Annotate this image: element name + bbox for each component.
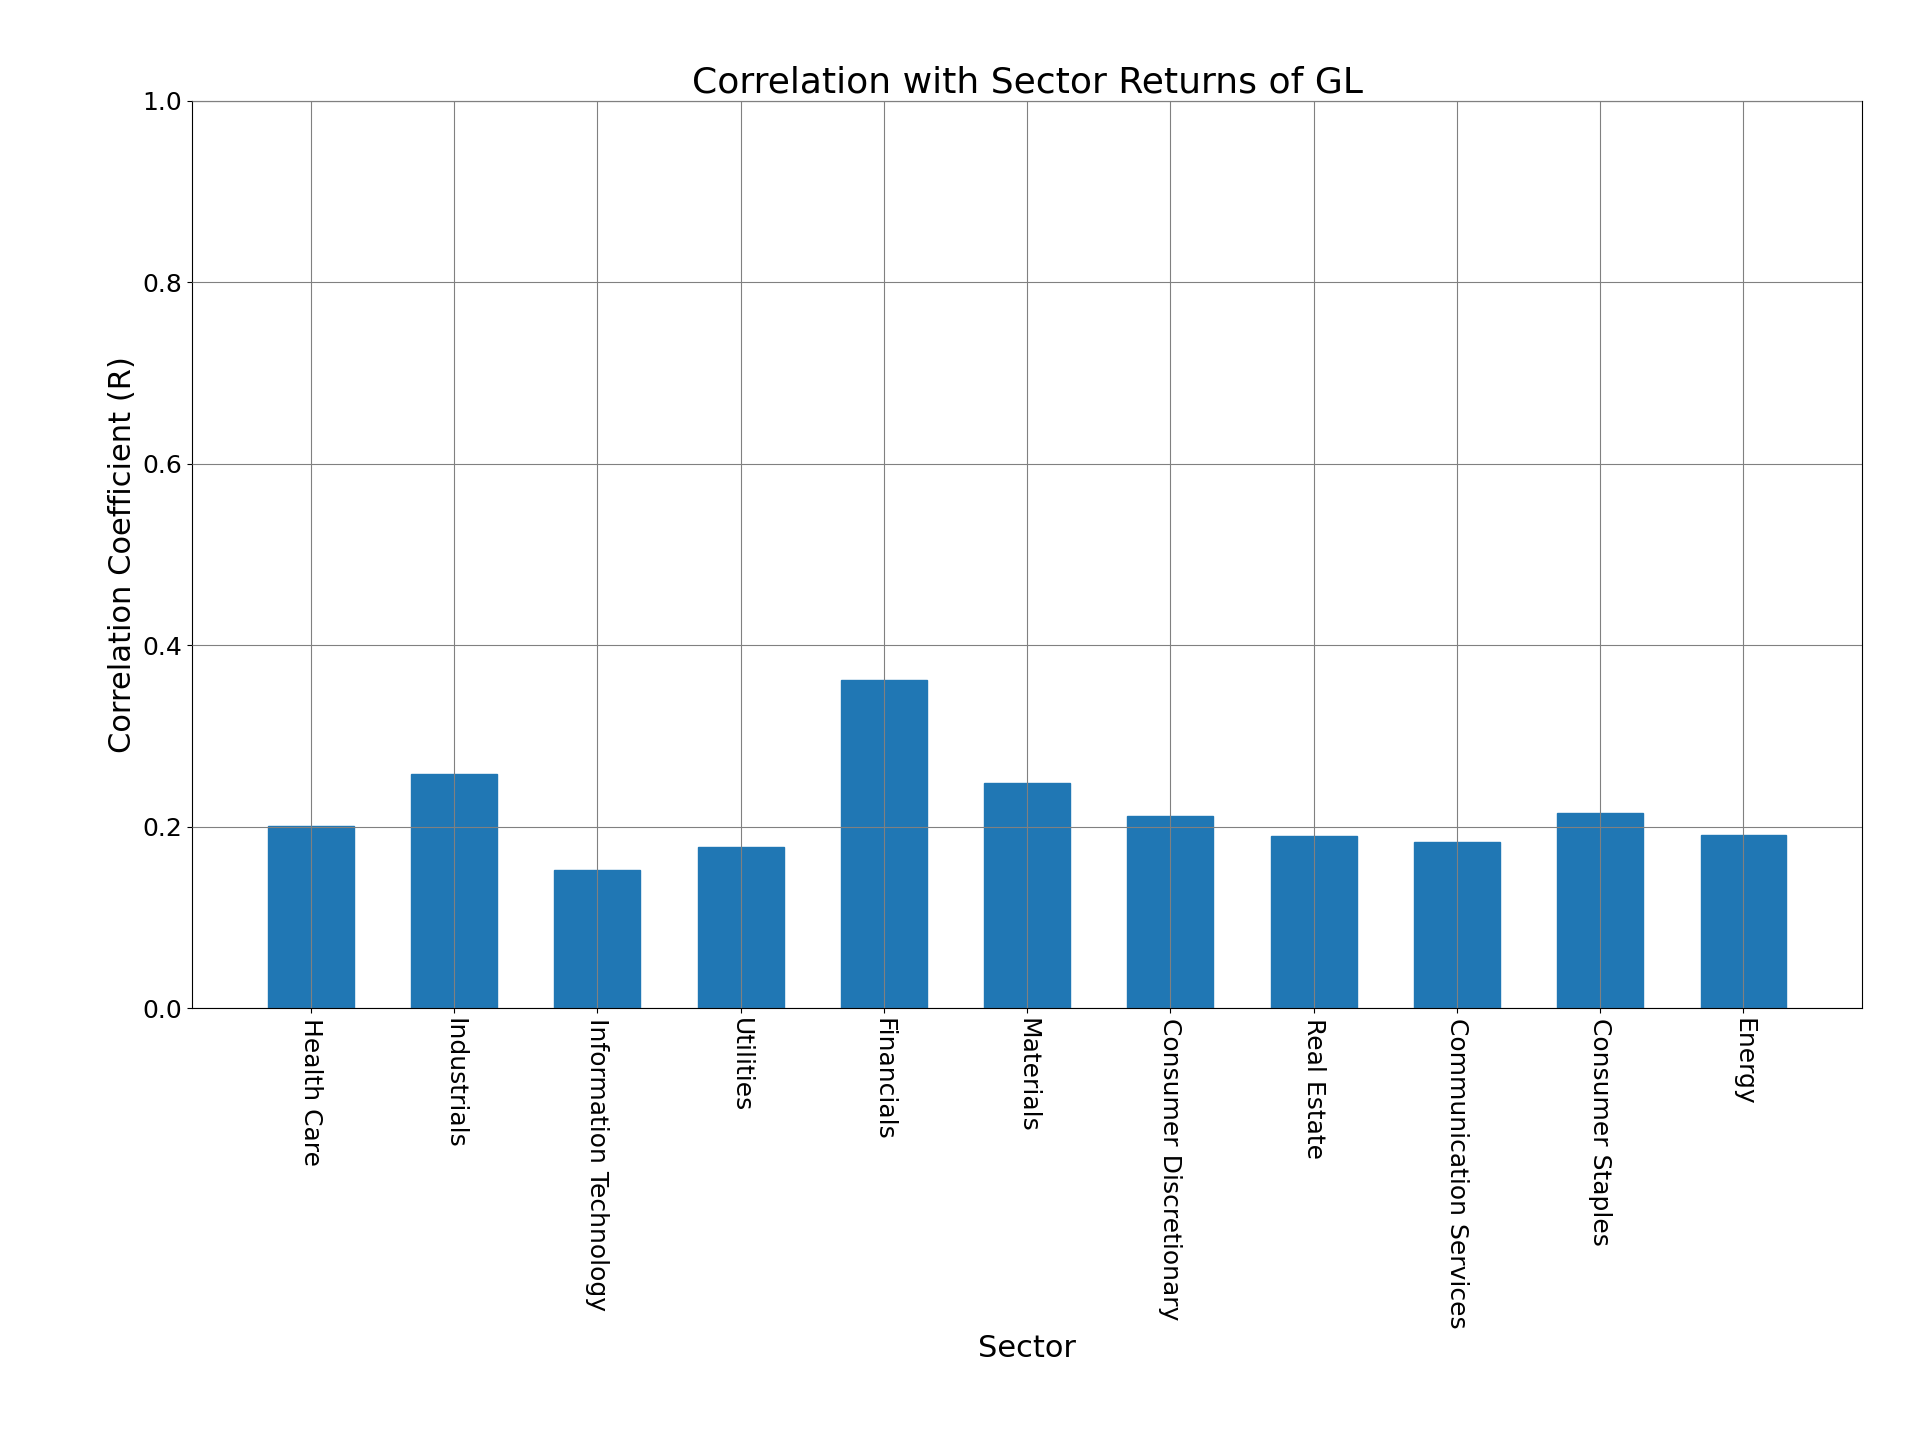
- Bar: [411, 773, 497, 1008]
- Bar: [269, 825, 353, 1008]
- Bar: [985, 783, 1069, 1008]
- Y-axis label: Correlation Coefficient (R): Correlation Coefficient (R): [108, 356, 136, 753]
- Bar: [1413, 842, 1500, 1008]
- Bar: [841, 680, 927, 1008]
- Bar: [1701, 835, 1786, 1008]
- Bar: [555, 870, 641, 1008]
- Bar: [1127, 815, 1213, 1008]
- Title: Correlation with Sector Returns of GL: Correlation with Sector Returns of GL: [691, 65, 1363, 99]
- Bar: [1271, 835, 1357, 1008]
- Bar: [1557, 814, 1644, 1008]
- Bar: [697, 847, 783, 1008]
- X-axis label: Sector: Sector: [977, 1333, 1077, 1362]
